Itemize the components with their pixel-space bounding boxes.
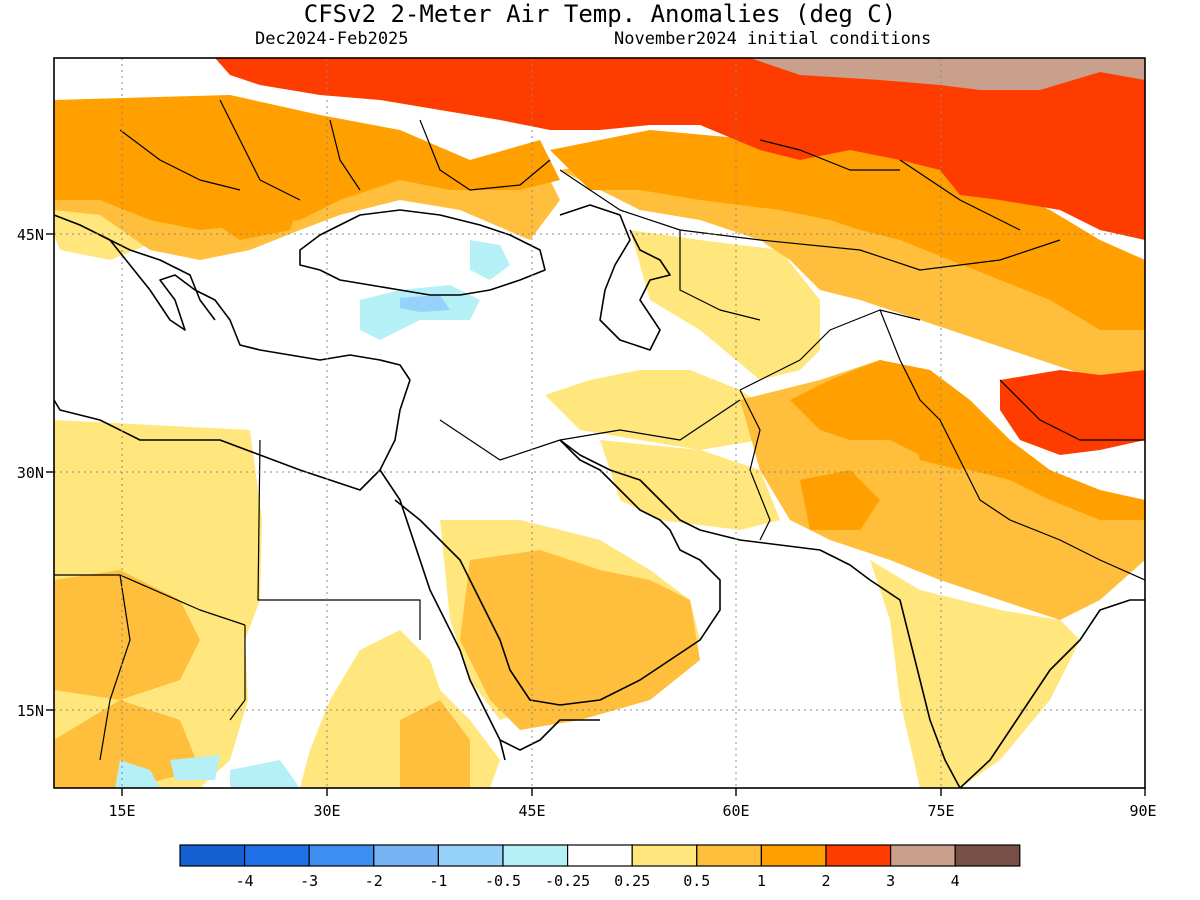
legend-label: 4: [951, 872, 960, 890]
lon-label: 60E: [722, 802, 749, 820]
legend-label: -0.25: [545, 872, 590, 890]
legend-swatch: [502, 844, 569, 867]
legend-swatch: [566, 844, 633, 867]
anomaly-field-0.25-0.5: [54, 200, 1080, 788]
legend-swatch: [954, 844, 1021, 867]
legend-label: -0.5: [485, 872, 521, 890]
legend-label: 2: [821, 872, 830, 890]
lat-labels: 15N 30N 45N: [17, 226, 44, 720]
legend-label: -2: [365, 872, 383, 890]
legend-label: 3: [886, 872, 895, 890]
legend-label: -4: [236, 872, 254, 890]
legend-swatch: [179, 844, 246, 867]
legend-label: -3: [300, 872, 318, 890]
lon-label: 15E: [108, 802, 135, 820]
legend-swatch: [244, 844, 310, 867]
anomaly-field-3-4: [750, 58, 1145, 90]
lon-ticks: [121, 788, 1146, 796]
legend-label: 0.5: [683, 872, 710, 890]
lon-label: 45E: [518, 802, 545, 820]
legend-swatch: [696, 844, 762, 867]
legend-swatch: [760, 844, 827, 867]
coastlines: [54, 204, 1145, 788]
lon-label: 75E: [927, 802, 954, 820]
lon-labels: 15E 30E 45E 60E 75E 90E: [108, 802, 1156, 820]
anomaly-field-2-3: [215, 58, 1145, 455]
legend-label: -1: [429, 872, 447, 890]
color-legend: -4 -3 -2 -1 -0.5 -0.25 0.25 0.5 1 2 3 4: [179, 844, 1021, 890]
lat-ticks: [46, 233, 54, 711]
legend-swatch: [437, 844, 504, 867]
map-frame: [53, 57, 1146, 789]
lat-label: 45N: [17, 226, 44, 244]
lon-label: 30E: [313, 802, 340, 820]
legend-swatch: [373, 844, 439, 867]
country-borders: [54, 99, 1145, 761]
anomaly-field-neg-0.5: [400, 295, 450, 312]
initial-conditions: November2024 initial conditions: [614, 29, 931, 49]
map-title: CFSv2 2-Meter Air Temp. Anomalies (deg C…: [304, 0, 896, 28]
lat-label: 30N: [17, 464, 44, 482]
lat-label: 15N: [17, 702, 44, 720]
legend-label: 0.25: [614, 872, 650, 890]
legend-swatch: [631, 844, 698, 867]
forecast-period: Dec2024-Feb2025: [255, 29, 409, 49]
map-grid: [54, 58, 1145, 788]
anomaly-field-neg-0.25: [115, 240, 510, 788]
anomaly-field-1-2: [54, 95, 1145, 530]
legend-swatch: [308, 844, 375, 867]
legend-swatch: [825, 844, 892, 867]
lon-label: 90E: [1129, 802, 1156, 820]
legend-label: 1: [757, 872, 766, 890]
legend-swatch: [889, 844, 956, 867]
map-panel: [54, 58, 1145, 788]
